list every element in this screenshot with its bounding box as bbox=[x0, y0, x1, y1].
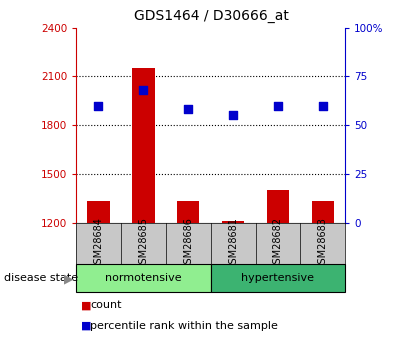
Text: hypertensive: hypertensive bbox=[241, 273, 314, 283]
Text: GSM28684: GSM28684 bbox=[93, 217, 104, 270]
Bar bbox=[177, 201, 199, 223]
Text: normotensive: normotensive bbox=[105, 273, 182, 283]
Bar bbox=[222, 221, 244, 223]
Point bbox=[319, 103, 326, 108]
Text: ▶: ▶ bbox=[64, 272, 74, 285]
Point bbox=[95, 103, 102, 108]
Bar bbox=[211, 264, 345, 292]
Point bbox=[230, 112, 236, 118]
Text: disease state: disease state bbox=[4, 274, 78, 283]
Point bbox=[140, 87, 147, 93]
Text: GSM28683: GSM28683 bbox=[318, 217, 328, 270]
Bar bbox=[76, 264, 211, 292]
Text: ■: ■ bbox=[81, 300, 92, 310]
Bar bbox=[132, 68, 155, 223]
Text: GSM28685: GSM28685 bbox=[139, 217, 148, 270]
Text: GSM28682: GSM28682 bbox=[273, 217, 283, 270]
Text: percentile rank within the sample: percentile rank within the sample bbox=[90, 321, 278, 331]
Bar bbox=[312, 201, 334, 223]
Text: ■: ■ bbox=[81, 321, 92, 331]
Text: GSM28686: GSM28686 bbox=[183, 217, 193, 270]
Text: count: count bbox=[90, 300, 122, 310]
Text: GSM28681: GSM28681 bbox=[228, 217, 238, 270]
Bar bbox=[87, 201, 110, 223]
Bar bbox=[267, 190, 289, 223]
Text: GDS1464 / D30666_at: GDS1464 / D30666_at bbox=[134, 9, 289, 23]
Point bbox=[185, 107, 192, 112]
Point bbox=[275, 103, 281, 108]
